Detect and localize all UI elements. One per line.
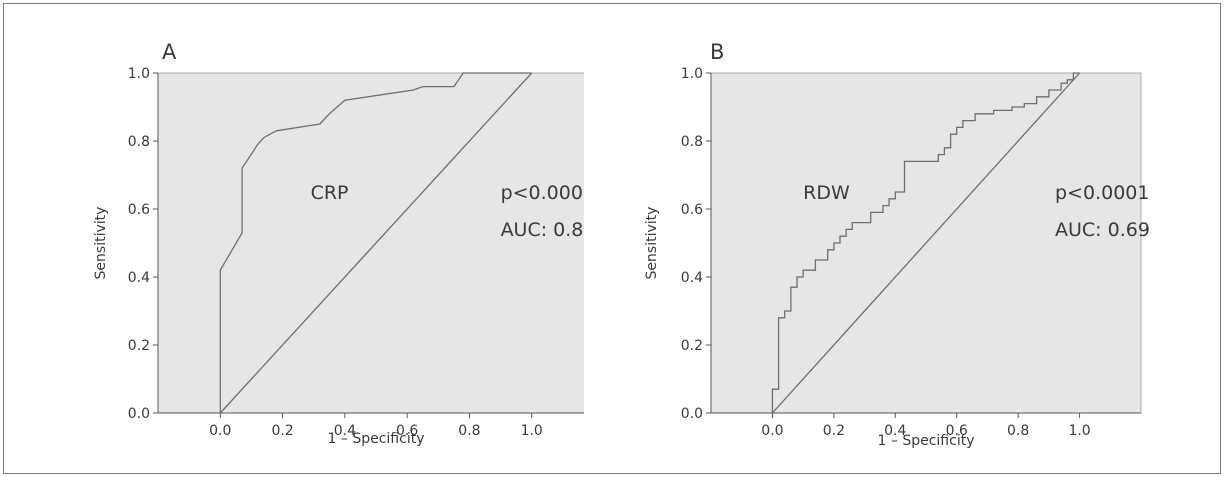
- x-axis-title: 1 – Specificity: [878, 433, 975, 449]
- x-tick-label: 0.8: [1007, 423, 1029, 439]
- x-tick-label: 0.2: [823, 423, 845, 439]
- y-tick-label: 0.2: [681, 338, 703, 354]
- y-axis-title: Sensitivity: [644, 207, 660, 280]
- y-tick-label: 1.0: [681, 66, 703, 82]
- x-axis-title: 1 – Specificity: [328, 431, 425, 447]
- y-tick-label: 0.2: [128, 338, 150, 354]
- y-axis-title: Sensitivity: [93, 207, 109, 280]
- x-tick-label: 0.0: [761, 423, 783, 439]
- x-tick-label: 1.0: [521, 423, 543, 439]
- annotation-label: CRP: [311, 182, 349, 204]
- roc-curve-line: [771, 72, 1080, 413]
- x-tick-label: 0.8: [458, 423, 480, 439]
- x-tick-label: 0.6: [396, 423, 418, 439]
- reference-diagonal-line: [219, 72, 533, 414]
- roc-curve-line: [219, 72, 532, 413]
- reference-diagonal-line: [771, 72, 1081, 414]
- x-tick-label: 1.0: [1068, 423, 1090, 439]
- y-tick-label: 0.8: [681, 134, 703, 150]
- annotation-label: AUC: 0.69: [1055, 219, 1150, 241]
- y-tick-label: 0.0: [681, 406, 703, 422]
- x-tick-label: 0.4: [884, 423, 906, 439]
- panel-letter: A: [162, 40, 177, 64]
- annotation-label: p<0.0001: [501, 182, 584, 204]
- annotation-label: AUC: 0.89: [501, 219, 584, 241]
- x-tick-label: 0.2: [271, 423, 293, 439]
- y-tick-label: 1.0: [128, 66, 150, 82]
- roc-chart-panel-b: 0.0 0.2 0.4 0.6 0.8 1.0 0.0 0.2 0.4 0.6 0.8 1.0 RDW p…: [644, 40, 1150, 449]
- annotation-label: RDW: [803, 182, 850, 204]
- y-tick-label: 0.4: [128, 270, 150, 286]
- y-tick-label: 0.6: [681, 202, 703, 218]
- roc-chart-panel-a: 0.0 0.2 0.4 0.6 0.8 1.0 0.0 0.2 0.4 0.6 0.8 1.0 CRP p…: [93, 40, 584, 447]
- figure-frame: 0.0 0.2 0.4 0.6 0.8 1.0 0.0 0.2 0.4 0.6 0.8 1.0 CRP p…: [3, 3, 1221, 474]
- x-tick-label: 0.4: [334, 423, 356, 439]
- y-tick-label: 0.6: [128, 202, 150, 218]
- y-tick-label: 0.4: [681, 270, 703, 286]
- y-tick-label: 0.0: [128, 406, 150, 422]
- plot-area: [157, 72, 584, 414]
- x-tick-label: 0.6: [946, 423, 968, 439]
- y-tick-label: 0.8: [128, 134, 150, 150]
- annotation-label: p<0.0001: [1055, 182, 1149, 204]
- panel-letter: B: [710, 40, 724, 64]
- x-tick-label: 0.0: [209, 423, 231, 439]
